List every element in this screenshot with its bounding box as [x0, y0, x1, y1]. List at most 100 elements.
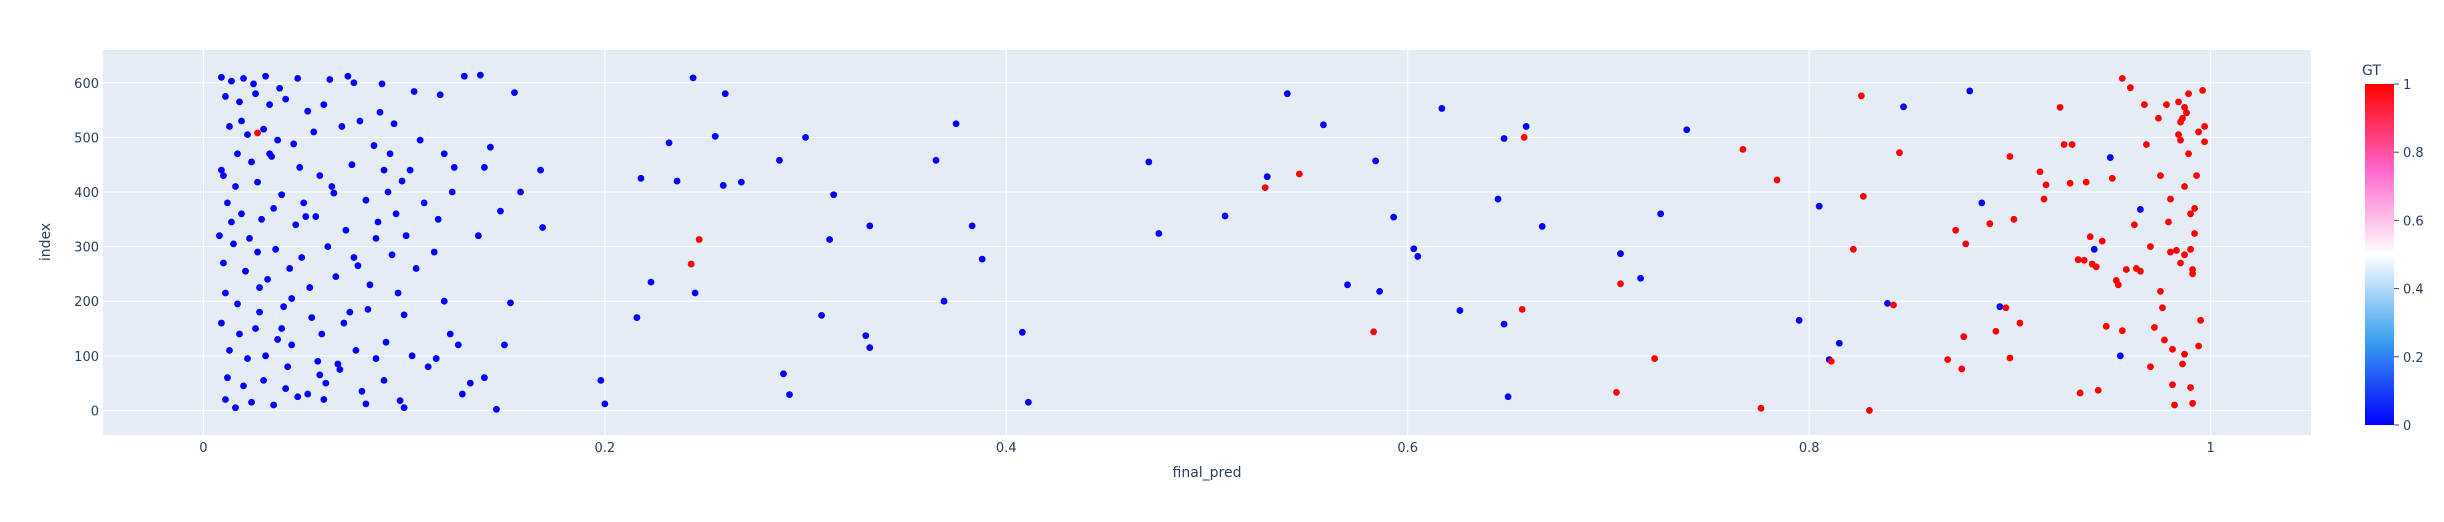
colorbar-tick-label: 0.2 [2403, 351, 2424, 366]
data-point [978, 255, 986, 263]
data-point [238, 210, 245, 218]
data-point [597, 376, 605, 384]
colorbar-tick-label: 0.6 [2403, 214, 2424, 229]
x-tick-label: 0.8 [1799, 441, 1820, 456]
data-point [290, 140, 298, 148]
data-point [1018, 328, 1026, 336]
data-point [260, 376, 267, 384]
data-point [826, 236, 834, 243]
data-point [1024, 398, 1032, 406]
data-point [637, 174, 645, 182]
data-point [2094, 386, 2102, 394]
data-points [216, 71, 2209, 414]
data-point [1815, 202, 1823, 210]
data-point [380, 166, 388, 174]
data-point [1221, 212, 1229, 220]
data-point [497, 207, 504, 215]
data-point [2161, 336, 2168, 344]
data-point [862, 332, 870, 340]
colorbar-tick-label: 0.8 [2403, 146, 2424, 161]
data-point [448, 188, 456, 196]
data-point [2147, 243, 2154, 250]
data-point [537, 166, 544, 174]
data-point [1320, 121, 1327, 129]
data-point [517, 188, 524, 196]
data-point [238, 117, 245, 125]
data-point [2136, 267, 2144, 275]
data-point [282, 385, 290, 392]
data-point [1500, 320, 1508, 328]
data-point [1683, 126, 1691, 134]
data-point [2167, 195, 2174, 203]
data-point [2090, 245, 2098, 253]
data-point [246, 235, 253, 242]
data-point [294, 393, 302, 401]
data-point [350, 254, 358, 261]
data-point [2193, 172, 2200, 180]
data-point [466, 379, 474, 387]
data-point [2060, 141, 2068, 148]
data-point [224, 374, 231, 382]
data-point [358, 387, 366, 395]
data-point [1866, 407, 1873, 414]
data-point [224, 199, 231, 207]
data-point [330, 189, 338, 197]
data-point [2122, 266, 2130, 273]
data-point [406, 166, 414, 174]
y-tick-label: 200 [74, 295, 99, 310]
data-point [721, 90, 729, 98]
data-point [300, 199, 308, 207]
data-point [2165, 218, 2172, 226]
data-point [780, 370, 787, 378]
data-point [244, 355, 251, 362]
data-point [222, 289, 229, 297]
data-point [304, 390, 312, 398]
data-point [294, 74, 302, 82]
data-point [511, 89, 518, 96]
data-point [487, 143, 494, 151]
data-point [1884, 299, 1891, 307]
data-point [284, 363, 292, 371]
data-point [1522, 123, 1530, 130]
data-point [348, 161, 356, 169]
data-point [2040, 195, 2048, 203]
data-point [2076, 389, 2084, 397]
data-point [336, 366, 344, 373]
data-point [1538, 222, 1546, 230]
data-point [1657, 210, 1665, 218]
data-point [280, 303, 288, 311]
data-point [1414, 253, 1422, 260]
data-point [346, 308, 354, 316]
data-point [254, 178, 261, 186]
data-point [2175, 98, 2182, 106]
data-point [1261, 184, 1269, 192]
data-point [410, 88, 418, 95]
data-point [1295, 170, 1303, 178]
data-point [322, 379, 330, 387]
data-point [388, 251, 396, 259]
data-point [539, 224, 546, 231]
data-point [802, 133, 809, 141]
data-point [382, 338, 390, 346]
data-point [1757, 404, 1765, 412]
data-point [398, 177, 406, 185]
data-point [1962, 240, 1970, 248]
data-point [232, 183, 239, 190]
data-point [2147, 363, 2154, 371]
data-point [400, 404, 408, 412]
data-point [2181, 183, 2188, 190]
data-point [234, 150, 241, 158]
data-point [412, 265, 420, 272]
data-point [1996, 303, 2004, 311]
data-point [2155, 114, 2162, 122]
data-point [316, 172, 324, 180]
gridlines [103, 50, 2311, 435]
y-tick-label: 500 [74, 131, 99, 146]
data-point [1890, 301, 1897, 309]
data-point [2195, 342, 2202, 350]
x-tick-label: 0.2 [594, 441, 615, 456]
data-point [226, 346, 233, 354]
x-tick-label: 0.6 [1397, 441, 1418, 456]
data-point [2092, 263, 2100, 271]
